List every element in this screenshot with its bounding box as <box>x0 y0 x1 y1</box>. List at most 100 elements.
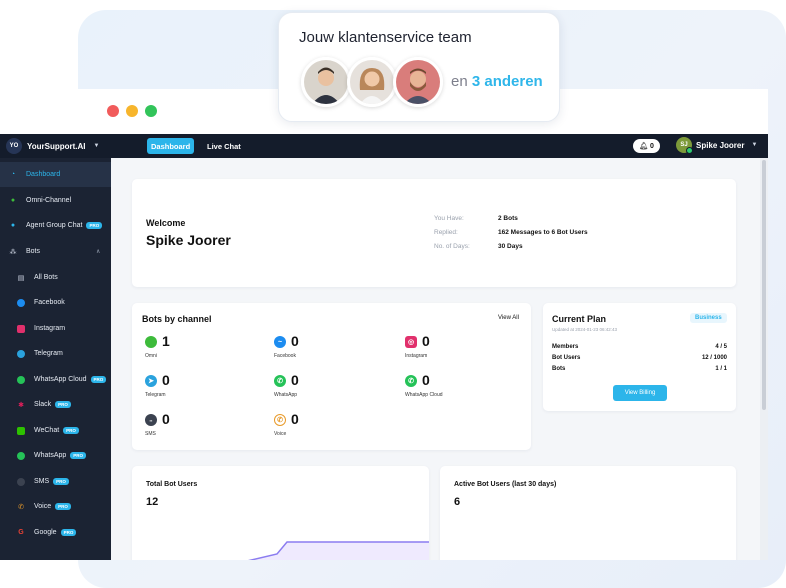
channel-facebook[interactable]: ~ 0 Facebook <box>274 333 374 366</box>
omni-icon: ● <box>10 197 16 204</box>
pro-badge: PRO <box>86 222 103 229</box>
pro-badge: PRO <box>55 503 71 510</box>
channel-sms[interactable]: ▪▪ 0 SMS <box>145 411 245 444</box>
sidebar-item-instagram[interactable]: Instagram <box>0 316 111 341</box>
sidebar-item-voice[interactable]: ✆ Voice PRO <box>0 494 111 519</box>
chevron-up-icon: ∧ <box>96 249 101 255</box>
sidebar-item-whatsapp-cloud[interactable]: WhatsApp Cloud PRO <box>0 367 111 392</box>
sidebar-item-label: Slack <box>34 401 52 408</box>
stat-label-days: No. of Days: <box>434 243 470 250</box>
sidebar-item-label: WeChat <box>34 427 60 434</box>
whatsapp-icon <box>17 375 25 384</box>
channel-voice[interactable]: ✆ 0 Voice <box>274 411 374 444</box>
chevron-down-icon: ▼ <box>93 143 100 149</box>
tab-live-chat[interactable]: Live Chat <box>207 141 241 151</box>
bots-by-channel-card: Bots by channel View All 1 Omni ~ 0 Face… <box>132 303 531 450</box>
sidebar-item-agent-group-chat[interactable]: ● Agent Group Chat PRO <box>0 213 111 238</box>
brand-logo: YO <box>6 138 22 154</box>
channel-whatsapp-cloud[interactable]: ✆ 0 WhatsApp Cloud <box>405 372 505 405</box>
channel-name: WhatsApp <box>274 392 298 398</box>
sidebar-item-label: All Bots <box>34 274 58 281</box>
channel-name: Telegram <box>145 392 166 398</box>
sidebar-item-wechat[interactable]: WeChat PRO <box>0 418 111 443</box>
slack-icon: ✱ <box>18 401 24 409</box>
notifications-button[interactable]: 🔔︎ 0 <box>633 139 660 153</box>
bell-icon: 🔔︎ <box>639 143 648 150</box>
top-navbar: YO YourSupport.AI ▼ Dashboard Live Chat … <box>0 134 768 158</box>
channel-name: Omni <box>145 353 157 359</box>
window-close-dot[interactable] <box>107 105 119 117</box>
welcome-card: Welcome Spike Joorer You Have: 2 Bots Re… <box>132 179 736 287</box>
channel-count: 0 <box>422 333 430 349</box>
window-maximize-dot[interactable] <box>145 105 157 117</box>
sidebar-item-label: Bots <box>26 248 41 255</box>
channel-instagram[interactable]: ◎ 0 Instagram <box>405 333 505 366</box>
channel-whatsapp[interactable]: ✆ 0 WhatsApp <box>274 372 374 405</box>
team-more-prefix: en <box>451 73 472 90</box>
sidebar-item-slack[interactable]: ✱ Slack PRO <box>0 392 111 417</box>
channel-omni[interactable]: 1 Omni <box>145 333 245 366</box>
channel-count: 0 <box>291 372 299 388</box>
view-billing-button[interactable]: View Billing <box>613 385 667 401</box>
sidebar-item-label: WhatsApp <box>34 452 67 459</box>
sidebar-item-sms[interactable]: SMS PRO <box>0 469 111 494</box>
channel-telegram[interactable]: ➤ 0 Telegram <box>145 372 245 405</box>
user-name: Spike Joorer <box>696 140 745 150</box>
channel-name: Voice <box>274 431 287 437</box>
sidebar-item-label: Omni-Channel <box>26 197 72 204</box>
tab-dashboard[interactable]: Dashboard <box>147 138 195 154</box>
plan-updated: Updated at 2024-01-23 06:42:43 <box>552 327 618 332</box>
team-avatar-3 <box>393 57 443 107</box>
user-menu[interactable]: SJ Spike Joorer ▼ <box>676 137 757 154</box>
list-icon: ▤ <box>17 274 25 282</box>
active-bot-users-card: Active Bot Users (last 30 days) 6 <box>440 466 736 560</box>
notifications-count: 0 <box>649 142 654 150</box>
sidebar-item-google[interactable]: G Google PRO <box>0 520 111 545</box>
whatsapp-icon: ✆ <box>405 375 417 387</box>
sidebar-item-facebook[interactable]: Facebook <box>0 290 111 315</box>
plan-label-members: Members <box>552 344 579 350</box>
sidebar-item-label: Facebook <box>34 299 65 306</box>
total-bot-users-card: Total Bot Users 12 <box>132 466 429 560</box>
team-more-text: en 3 anderen <box>451 73 543 90</box>
sidebar-item-whatsapp[interactable]: WhatsApp PRO <box>0 443 111 468</box>
team-more-count: 3 anderen <box>471 73 543 90</box>
channels-title: Bots by channel <box>142 314 212 324</box>
sidebar-item-all-bots[interactable]: ▤ All Bots <box>0 265 111 290</box>
sidebar-item-dashboard[interactable]: ◔ Dashboard <box>0 162 111 187</box>
stat-label-bots: You Have: <box>434 215 464 222</box>
sidebar-item-label: Agent Group Chat <box>26 222 83 229</box>
channel-count: 0 <box>291 333 299 349</box>
sidebar: ◔ Dashboard ● Omni-Channel ● Agent Group Ch… <box>0 158 111 560</box>
sidebar-item-label: Dashboard <box>26 171 61 178</box>
sidebar-item-label: Voice <box>34 503 52 510</box>
window-minimize-dot[interactable] <box>126 105 138 117</box>
pro-badge: PRO <box>60 529 77 536</box>
omni-icon <box>145 336 157 348</box>
channel-count: 0 <box>162 372 170 388</box>
sidebar-item-omni-channel[interactable]: ● Omni-Channel <box>0 188 111 213</box>
app-window: YO YourSupport.AI ▼ Dashboard Live Chat … <box>0 134 768 560</box>
sidebar-item-label: SMS <box>34 478 50 485</box>
pro-badge: PRO <box>55 401 71 408</box>
channel-name: Facebook <box>274 353 296 359</box>
channel-name: SMS <box>145 431 156 437</box>
sidebar-item-label: Google <box>34 529 57 536</box>
plan-label-bot-users: Bot Users <box>552 355 581 361</box>
plan-value-bot-users: 12 / 1000 <box>701 355 727 361</box>
sidebar-item-bots[interactable]: ⁂ Bots ∧ <box>0 239 111 264</box>
active-bot-users-value: 6 <box>454 496 461 508</box>
instagram-icon <box>17 324 25 333</box>
brand-name: YourSupport.AI <box>27 141 86 151</box>
main-scrollbar[interactable] <box>760 158 768 560</box>
sidebar-item-telegram[interactable]: Telegram <box>0 341 111 366</box>
channel-name: Instagram <box>405 353 428 359</box>
telegram-icon <box>17 349 25 358</box>
stat-value-bots: 2 Bots <box>498 215 518 222</box>
view-all-link[interactable]: View All <box>498 315 519 321</box>
scrollbar-thumb[interactable] <box>762 160 766 410</box>
brand-switcher[interactable]: YO YourSupport.AI ▼ <box>6 138 99 154</box>
team-bubble: Jouw klantenservice team en 3 anderen <box>278 12 560 122</box>
sms-icon: ▪▪ <box>145 414 157 426</box>
